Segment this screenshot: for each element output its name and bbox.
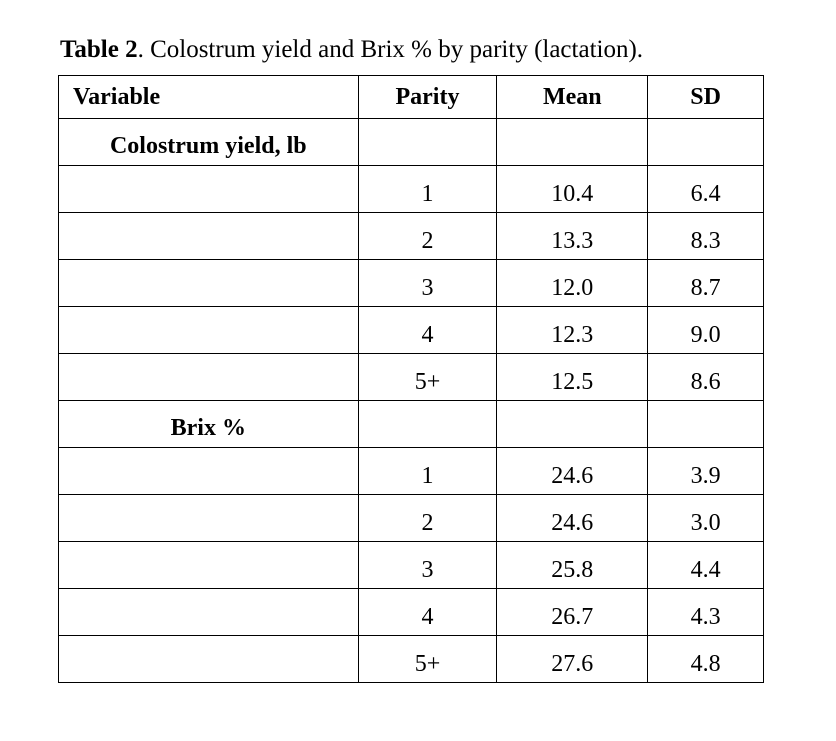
cell: 4.3 [647,588,764,636]
cell: 8.3 [647,212,764,260]
section-title: Brix % [58,400,359,448]
cell: 8.7 [647,259,764,307]
cell: 4 [357,306,498,354]
section-row: Colostrum yield, lb [58,118,764,166]
cell: 4 [357,588,498,636]
data-row: 3 12.0 8.7 [58,259,764,307]
section-row: Brix % [58,400,764,448]
empty-cell [58,494,359,542]
column-header: Variable [58,75,359,119]
empty-cell [647,400,764,448]
empty-cell [58,635,359,683]
data-table: Variable Parity Mean SD Colostrum yield, lb… [58,75,764,683]
caption-text: . Colostrum yield and Brix % by parity (… [137,36,644,63]
cell: 8.6 [647,353,764,401]
cell: 27.6 [496,635,649,683]
cell: 6.4 [647,165,764,213]
cell: 3 [357,541,498,589]
empty-cell [58,588,359,636]
cell: 4.8 [647,635,764,683]
column-header: Mean [496,75,649,119]
data-row: 4 26.7 4.3 [58,588,764,636]
cell: 25.8 [496,541,649,589]
data-row: 1 24.6 3.9 [58,447,764,495]
empty-cell [496,400,649,448]
header-row: Variable Parity Mean SD [58,75,764,119]
caption-label: Table 2 [60,36,138,63]
empty-cell [357,118,498,166]
cell: 12.0 [496,259,649,307]
data-row: 3 25.8 4.4 [58,541,764,589]
column-header: SD [647,75,764,119]
cell: 3.9 [647,447,764,495]
empty-cell [58,306,359,354]
cell: 1 [357,447,498,495]
data-row: 5+ 27.6 4.8 [58,635,764,683]
cell: 12.3 [496,306,649,354]
empty-cell [58,447,359,495]
empty-cell [58,353,359,401]
empty-cell [647,118,764,166]
cell: 5+ [357,353,498,401]
column-header: Parity [357,75,498,119]
cell: 9.0 [647,306,764,354]
data-row: 1 10.4 6.4 [58,165,764,213]
data-row: 4 12.3 9.0 [58,306,764,354]
empty-cell [58,165,359,213]
section-title: Colostrum yield, lb [58,118,359,166]
cell: 12.5 [496,353,649,401]
data-row: 2 13.3 8.3 [58,212,764,260]
empty-cell [58,212,359,260]
cell: 24.6 [496,494,649,542]
cell: 10.4 [496,165,649,213]
cell: 2 [357,494,498,542]
data-row: 5+ 12.5 8.6 [58,353,764,401]
cell: 2 [357,212,498,260]
cell: 3 [357,259,498,307]
empty-cell [58,259,359,307]
cell: 5+ [357,635,498,683]
empty-cell [496,118,649,166]
table-caption: Table 2. Colostrum yield and Brix % by p… [60,36,643,64]
cell: 4.4 [647,541,764,589]
empty-cell [58,541,359,589]
empty-cell [357,400,498,448]
cell: 13.3 [496,212,649,260]
cell: 24.6 [496,447,649,495]
cell: 26.7 [496,588,649,636]
data-row: 2 24.6 3.0 [58,494,764,542]
cell: 3.0 [647,494,764,542]
cell: 1 [357,165,498,213]
